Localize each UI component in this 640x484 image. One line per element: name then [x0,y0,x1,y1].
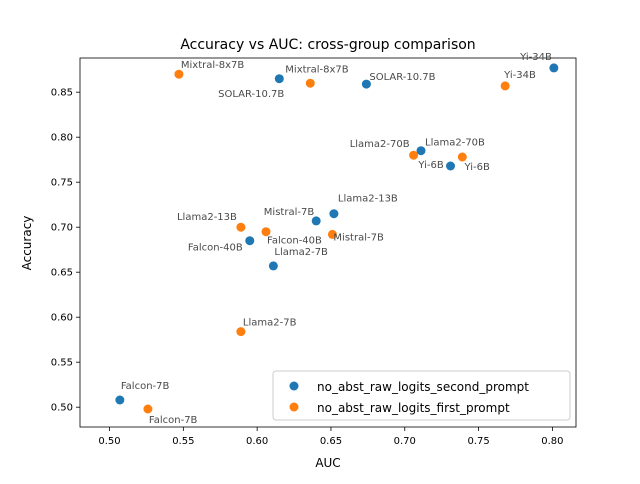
y-tick-label: 0.60 [51,313,73,324]
data-point [409,150,419,160]
legend-label-first-prompt: no_abst_raw_logits_first_prompt [317,401,510,415]
y-axis: 0.50 0.55 0.60 0.65 0.70 0.75 0.80 0.85 [51,88,80,414]
data-point [329,209,339,219]
x-axis: 0.50 0.55 0.60 0.65 0.70 0.75 0.80 [98,427,564,447]
data-point [261,227,271,237]
data-point [143,404,153,414]
point-label: Mixtral-8x7B [285,65,349,76]
point-label: Llama2-70B [350,139,410,150]
data-point [457,152,467,162]
x-tick-label: 0.70 [394,436,416,447]
point-label: Llama2-70B [425,138,485,149]
point-label: Falcon-7B [149,415,198,426]
y-tick-label: 0.75 [51,178,73,189]
data-point [174,69,184,79]
x-tick-label: 0.55 [172,436,194,447]
data-point [549,63,559,73]
data-point [311,216,321,226]
data-point [361,79,371,89]
data-point [327,229,337,239]
data-point [446,161,456,171]
point-label: Mistral-7B [264,207,315,218]
y-tick-label: 0.55 [51,358,73,369]
y-tick-label: 0.70 [51,223,73,234]
point-label: Yi-6B [464,162,491,173]
point-label: Falcon-40B [188,243,243,254]
legend-marker-first-prompt [289,402,299,412]
y-tick-label: 0.80 [51,133,73,144]
legend-box [272,370,571,421]
y-tick-label: 0.65 [51,268,73,279]
point-label: Yi-6B [417,160,444,171]
x-tick-label: 0.50 [98,436,120,447]
x-tick-label: 0.75 [467,436,489,447]
point-label: Llama2-7B [243,318,297,329]
data-point [115,395,125,405]
point-label: Llama2-13B [338,194,398,205]
x-tick-label: 0.60 [246,436,268,447]
point-label: Falcon-7B [121,381,170,392]
data-point [305,78,315,88]
point-label: SOLAR-10.7B [218,89,284,100]
legend: no_abst_raw_logits_second_prompt no_abst… [272,370,571,421]
data-point [268,261,278,271]
x-tick-label: 0.65 [320,436,342,447]
data-points [115,63,559,414]
y-tick-label: 0.85 [51,88,73,99]
point-label: Llama2-13B [177,212,237,223]
point-label: Mistral-7B [333,232,384,243]
data-point [500,81,510,91]
point-label: Mixtral-8x7B [181,60,245,71]
plot-area-frame [79,57,577,428]
y-axis-label: Accuracy [20,216,34,271]
point-label: Yi-34B [503,70,536,81]
x-tick-label: 0.80 [541,436,563,447]
data-point [236,222,246,232]
x-axis-label: AUC [315,456,340,470]
point-label: Yi-34B [519,52,552,63]
point-label: SOLAR-10.7B [369,72,435,83]
data-point [274,74,284,84]
legend-marker-second-prompt [289,381,299,391]
y-tick-label: 0.50 [51,403,73,414]
point-label: Falcon-40B [267,236,322,247]
legend-label-second-prompt: no_abst_raw_logits_second_prompt [317,380,529,394]
data-point [245,236,255,246]
chart-title: Accuracy vs AUC: cross-group comparison [180,37,475,53]
point-label: Llama2-7B [274,247,328,258]
data-point [236,327,246,337]
data-point [416,146,426,156]
